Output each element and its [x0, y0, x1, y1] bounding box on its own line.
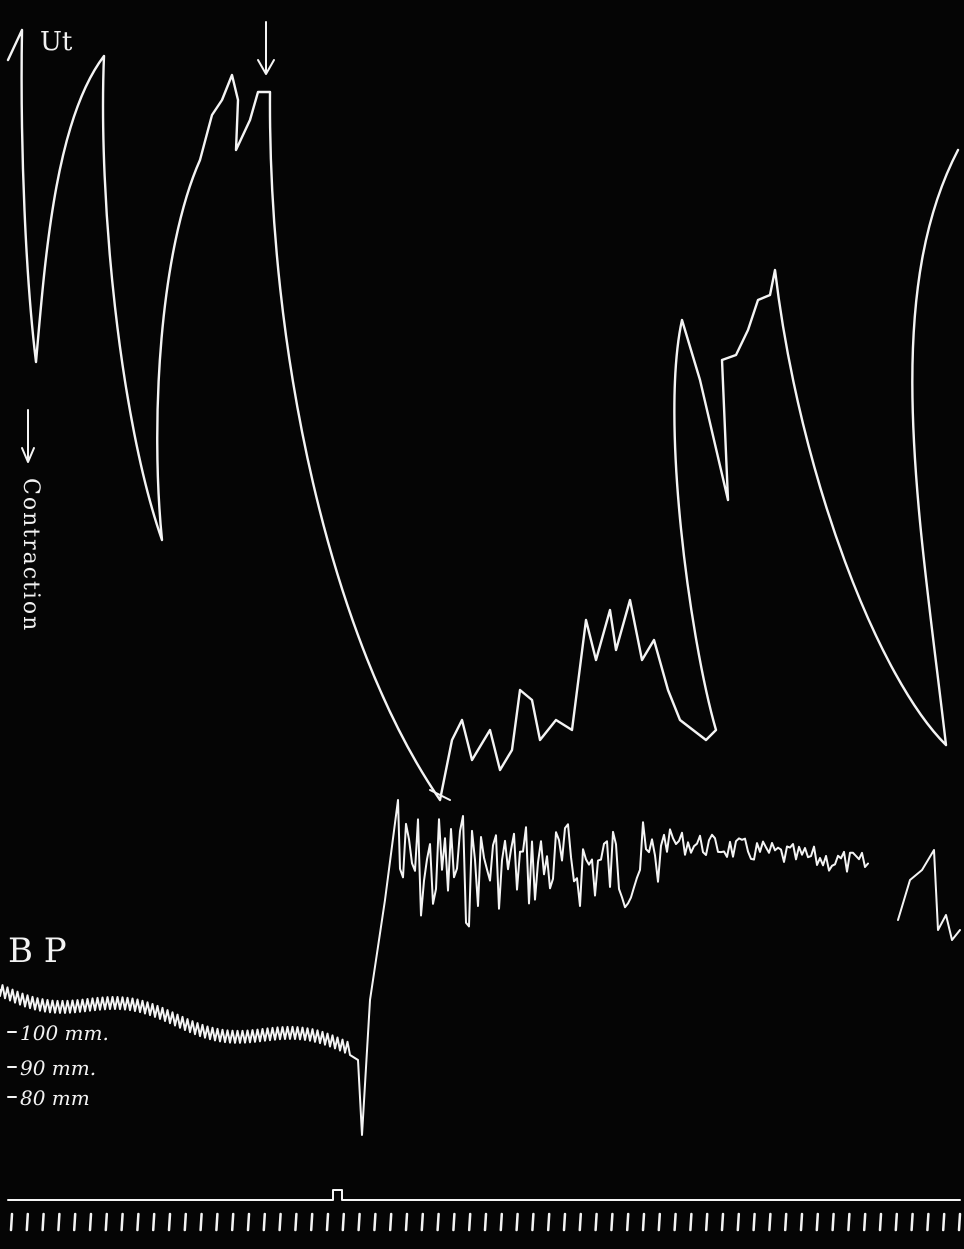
trace-join [429, 789, 451, 801]
contraction-arrow [21, 409, 35, 463]
bp-label: B P [8, 931, 67, 971]
tick [9, 1212, 962, 1232]
scale-dash [7, 1031, 17, 1098]
uterus-trace [6, 28, 960, 802]
arrows [21, 21, 275, 463]
scale-label: 80 mm [20, 1086, 90, 1110]
scale-label: 90 mm. [20, 1056, 96, 1080]
scale-dashes [7, 1031, 17, 1098]
blood-pressure-trace [0, 799, 961, 1136]
uterus-label: Ut [40, 27, 73, 57]
contraction-label: Contraction [18, 478, 43, 632]
scale-label: 100 mm. [20, 1021, 109, 1045]
injection-arrow [257, 21, 275, 75]
time-ticks [9, 1212, 962, 1232]
signal-line [7, 1189, 961, 1201]
